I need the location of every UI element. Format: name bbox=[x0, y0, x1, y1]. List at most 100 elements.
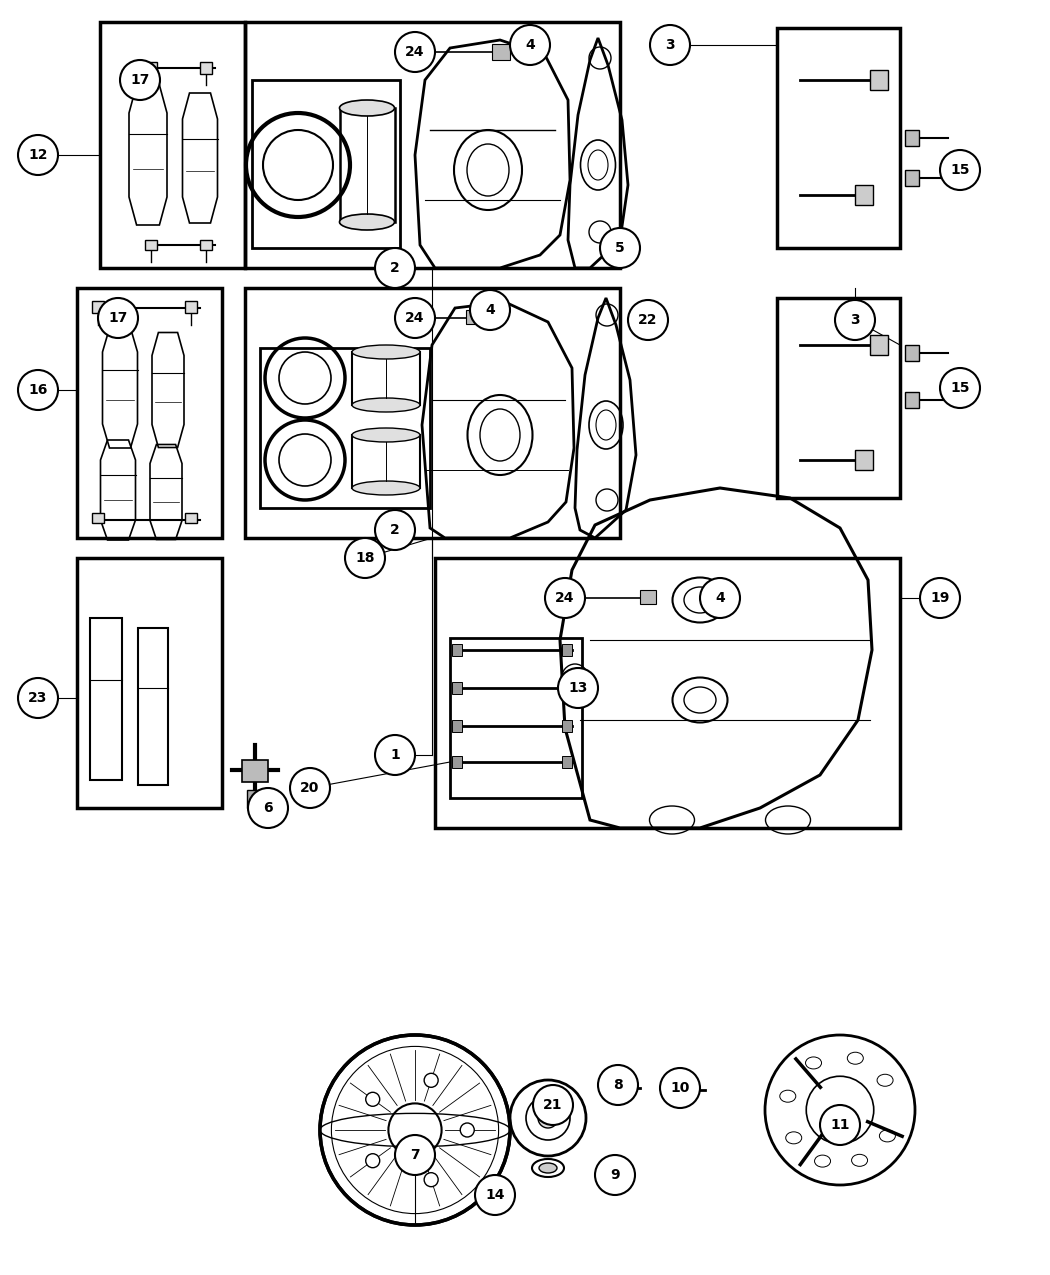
Bar bbox=[870, 335, 888, 354]
Bar bbox=[90, 618, 122, 780]
Text: 24: 24 bbox=[405, 45, 425, 59]
Ellipse shape bbox=[320, 1113, 510, 1146]
Circle shape bbox=[365, 1154, 380, 1168]
Text: 7: 7 bbox=[411, 1148, 420, 1162]
Bar bbox=[777, 28, 900, 249]
Text: 15: 15 bbox=[950, 163, 970, 177]
Ellipse shape bbox=[805, 1057, 821, 1068]
Text: 3: 3 bbox=[666, 38, 675, 52]
Bar bbox=[145, 240, 158, 250]
Bar bbox=[640, 590, 656, 604]
Circle shape bbox=[345, 538, 385, 578]
Bar bbox=[905, 391, 919, 408]
Bar bbox=[77, 288, 222, 538]
Text: 22: 22 bbox=[638, 312, 657, 326]
Text: 13: 13 bbox=[568, 681, 588, 695]
Bar bbox=[905, 170, 919, 186]
Text: 17: 17 bbox=[108, 311, 128, 325]
Text: 17: 17 bbox=[130, 73, 150, 87]
Bar bbox=[562, 720, 572, 732]
Circle shape bbox=[18, 370, 58, 411]
Text: 2: 2 bbox=[391, 523, 400, 537]
Bar bbox=[260, 348, 430, 507]
Bar bbox=[200, 62, 212, 74]
Bar bbox=[855, 185, 873, 205]
Bar bbox=[340, 108, 395, 222]
Circle shape bbox=[365, 1093, 380, 1107]
Bar bbox=[77, 558, 222, 808]
Circle shape bbox=[545, 578, 585, 618]
Bar bbox=[185, 513, 197, 523]
Text: 18: 18 bbox=[355, 551, 375, 565]
Ellipse shape bbox=[352, 398, 420, 412]
Circle shape bbox=[375, 734, 415, 775]
Circle shape bbox=[395, 1135, 435, 1176]
Ellipse shape bbox=[880, 1130, 896, 1142]
Circle shape bbox=[18, 678, 58, 718]
Text: 14: 14 bbox=[485, 1188, 505, 1202]
Bar bbox=[452, 682, 462, 694]
Text: 11: 11 bbox=[831, 1118, 849, 1132]
Text: 24: 24 bbox=[555, 592, 574, 606]
Circle shape bbox=[595, 1155, 635, 1195]
Text: 20: 20 bbox=[300, 782, 319, 796]
Circle shape bbox=[558, 668, 598, 708]
Bar bbox=[435, 558, 900, 827]
Bar bbox=[452, 756, 462, 768]
Bar bbox=[905, 130, 919, 147]
Circle shape bbox=[510, 26, 550, 65]
Bar bbox=[247, 790, 262, 808]
Ellipse shape bbox=[815, 1155, 831, 1167]
Text: 9: 9 bbox=[610, 1168, 620, 1182]
Text: 2: 2 bbox=[391, 261, 400, 275]
Bar bbox=[610, 1080, 622, 1096]
Circle shape bbox=[120, 60, 160, 99]
Bar bbox=[777, 298, 900, 499]
Text: 24: 24 bbox=[405, 311, 425, 325]
Ellipse shape bbox=[339, 214, 395, 230]
Ellipse shape bbox=[785, 1132, 802, 1144]
Circle shape bbox=[600, 228, 640, 268]
Circle shape bbox=[650, 26, 690, 65]
Text: 19: 19 bbox=[930, 592, 949, 606]
Bar bbox=[674, 1082, 686, 1098]
Bar bbox=[245, 22, 620, 268]
Bar bbox=[452, 644, 462, 657]
Bar bbox=[466, 310, 482, 324]
Bar bbox=[352, 352, 420, 405]
Bar bbox=[185, 301, 197, 312]
Ellipse shape bbox=[852, 1154, 867, 1167]
Ellipse shape bbox=[352, 481, 420, 495]
Circle shape bbox=[375, 510, 415, 550]
Bar bbox=[492, 45, 510, 60]
Circle shape bbox=[98, 298, 138, 338]
Circle shape bbox=[538, 1108, 558, 1128]
Bar bbox=[245, 288, 620, 538]
Circle shape bbox=[460, 1123, 475, 1137]
Circle shape bbox=[424, 1173, 438, 1187]
Bar bbox=[242, 760, 268, 782]
Bar bbox=[562, 682, 572, 694]
Text: 16: 16 bbox=[28, 382, 47, 397]
Circle shape bbox=[940, 368, 980, 408]
Ellipse shape bbox=[352, 346, 420, 360]
Bar bbox=[100, 22, 245, 268]
Circle shape bbox=[820, 1105, 860, 1145]
Circle shape bbox=[835, 300, 875, 340]
Circle shape bbox=[470, 289, 510, 330]
Bar bbox=[905, 346, 919, 361]
Circle shape bbox=[248, 788, 288, 827]
Circle shape bbox=[395, 298, 435, 338]
Text: 5: 5 bbox=[615, 241, 625, 255]
Ellipse shape bbox=[877, 1075, 894, 1086]
Bar bbox=[92, 301, 104, 312]
Ellipse shape bbox=[780, 1090, 796, 1102]
Text: 23: 23 bbox=[28, 691, 47, 705]
Text: 4: 4 bbox=[485, 303, 495, 317]
Ellipse shape bbox=[539, 1163, 556, 1173]
Text: 4: 4 bbox=[715, 592, 724, 606]
Text: 15: 15 bbox=[950, 381, 970, 395]
Bar bbox=[138, 629, 168, 785]
Text: 1: 1 bbox=[391, 748, 400, 762]
Circle shape bbox=[533, 1085, 573, 1125]
